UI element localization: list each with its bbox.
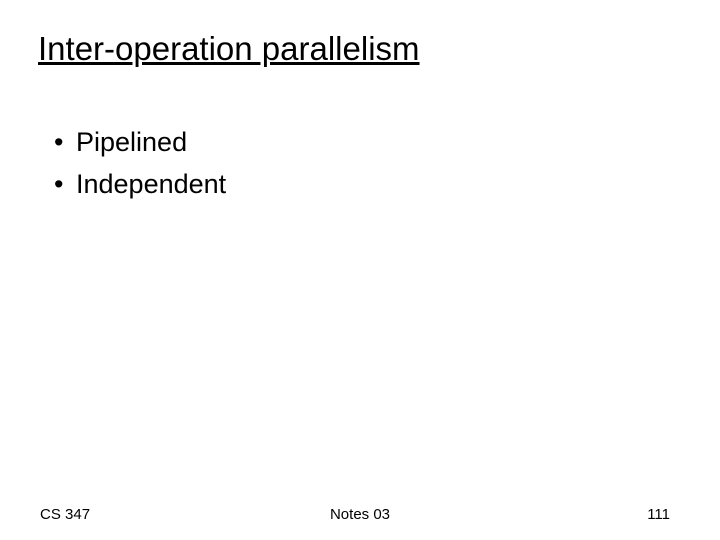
footer-left: CS 347 (40, 506, 90, 523)
list-item: • Pipelined (54, 122, 226, 164)
footer-right: 111 (647, 506, 670, 523)
bullet-text: Independent (76, 164, 226, 206)
bullet-list: • Pipelined • Independent (54, 122, 226, 206)
bullet-text: Pipelined (76, 122, 187, 164)
bullet-marker: • (54, 164, 76, 206)
bullet-marker: • (54, 122, 76, 164)
slide: Inter-operation parallelism • Pipelined … (0, 0, 720, 540)
list-item: • Independent (54, 164, 226, 206)
slide-title: Inter-operation parallelism (38, 30, 420, 68)
footer-center: Notes 03 (330, 506, 390, 523)
